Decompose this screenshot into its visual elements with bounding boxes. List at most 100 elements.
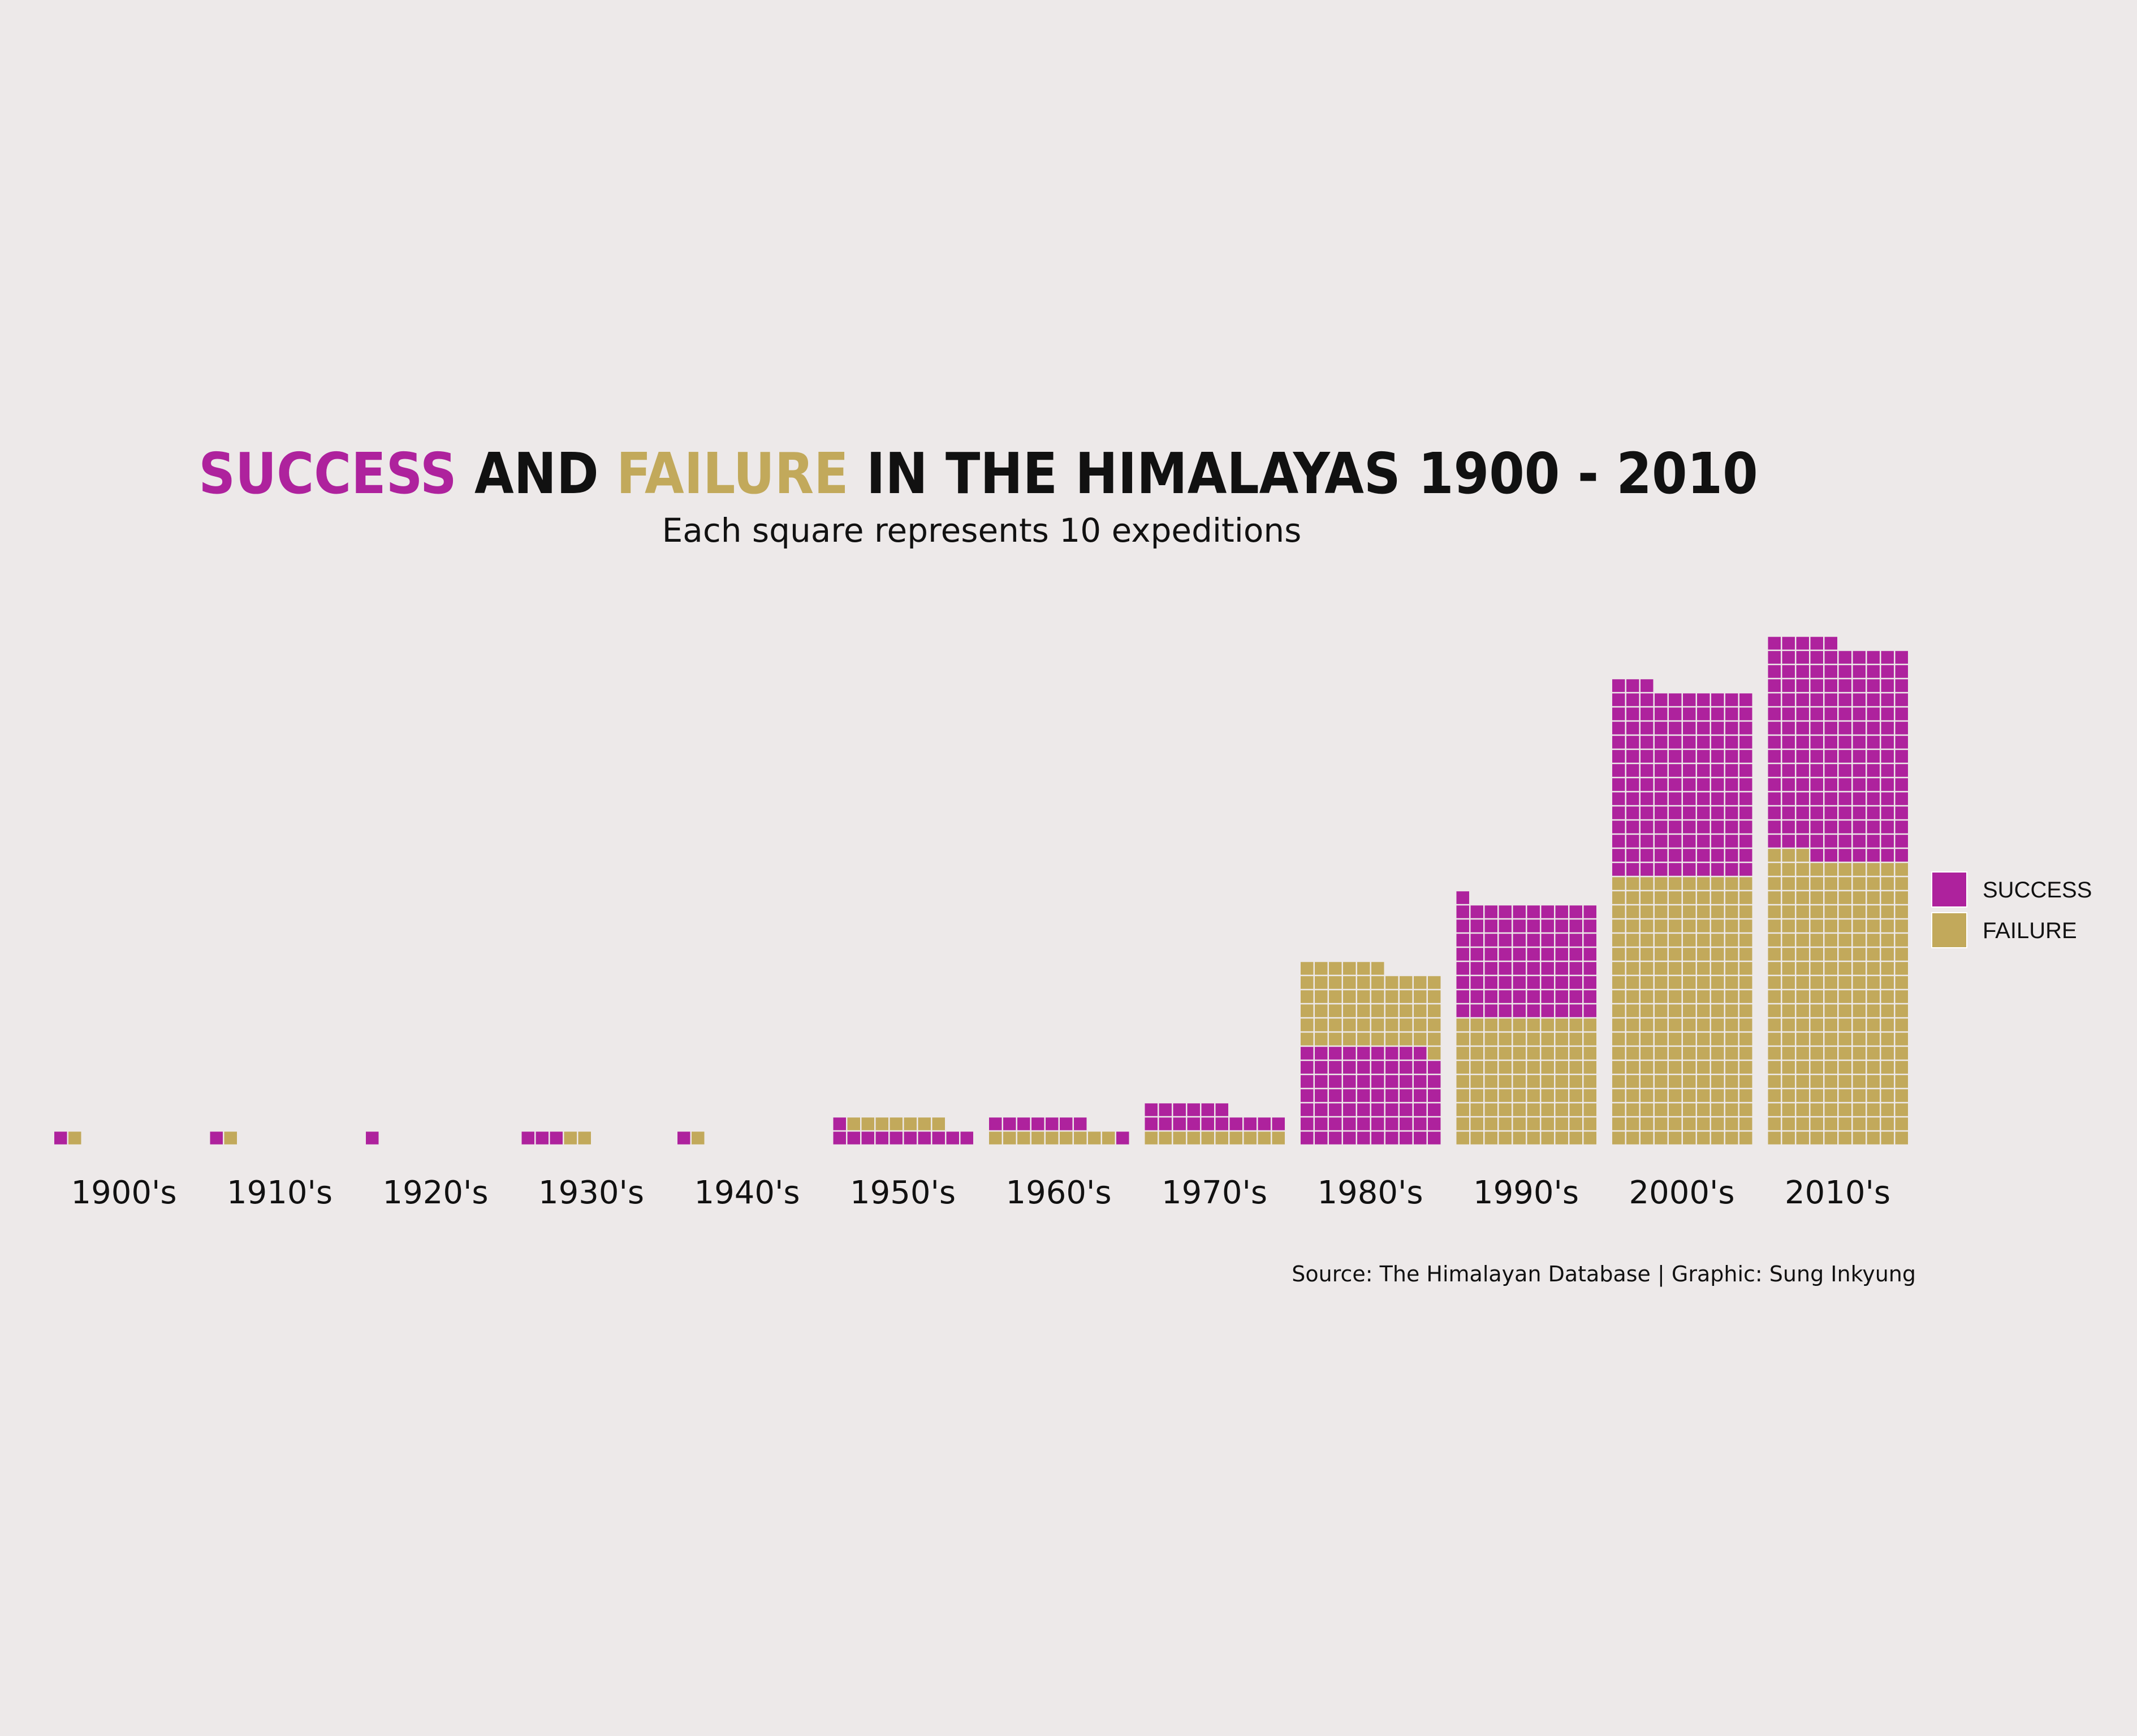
waffle-square-failure [1555, 1089, 1568, 1102]
waffle-square-success [1626, 835, 1639, 848]
x-tick-label: 1940's [694, 1174, 800, 1211]
waffle-square-success [550, 1132, 563, 1145]
waffle-square-failure [1725, 919, 1738, 932]
waffle-square-success [54, 1132, 67, 1145]
waffle-square-failure [1853, 1047, 1866, 1060]
waffle-square-success [1215, 1117, 1228, 1130]
waffle-square-failure [68, 1132, 81, 1145]
waffle-square-failure [1102, 1132, 1115, 1145]
waffle-square-success [1583, 962, 1596, 975]
waffle-square-failure [1697, 934, 1710, 947]
waffle-square-failure [1612, 1018, 1625, 1031]
waffle-square-success [1555, 990, 1568, 1003]
waffle-square-failure [1810, 919, 1823, 932]
waffle-square-failure [1583, 1033, 1596, 1046]
waffle-square-success [1683, 863, 1696, 876]
legend-label-success: SUCCESS [1983, 878, 2092, 902]
waffle-square-success [1895, 707, 1908, 720]
waffle-square-success [1484, 1004, 1497, 1017]
waffle-square-success [1484, 976, 1497, 989]
waffle-square-success [1343, 1132, 1356, 1145]
waffle-square-success [1782, 651, 1795, 664]
waffle-square-failure [1782, 849, 1795, 862]
waffle-square-success [1824, 849, 1837, 862]
waffle-square-failure [1782, 1018, 1795, 1031]
waffle-square-success [1669, 736, 1682, 749]
waffle-square-failure [1329, 962, 1342, 975]
waffle-square-failure [1782, 990, 1795, 1003]
waffle-square-failure [1655, 948, 1668, 961]
waffle-square-failure [1725, 1132, 1738, 1145]
waffle-square-failure [1739, 948, 1752, 961]
waffle-square-failure [1484, 1018, 1497, 1031]
waffle-square-failure [918, 1117, 931, 1130]
waffle-square-success [1414, 1089, 1427, 1102]
waffle-square-success [1824, 792, 1837, 805]
waffle-square-success [1626, 863, 1639, 876]
waffle-square-failure [1881, 905, 1894, 918]
waffle-square-failure [1895, 891, 1908, 904]
waffle-square-failure [1669, 1033, 1682, 1046]
waffle-square-failure [1711, 962, 1724, 975]
waffle-square-success [1484, 948, 1497, 961]
waffle-square-success [1329, 1117, 1342, 1130]
waffle-square-failure [1711, 919, 1724, 932]
waffle-square-success [1371, 1089, 1384, 1102]
waffle-square-failure [1895, 1004, 1908, 1017]
waffle-square-success [1612, 679, 1625, 692]
waffle-square-failure [1768, 1089, 1781, 1102]
waffle-square-success [1626, 693, 1639, 706]
waffle-square-success [1655, 736, 1668, 749]
waffle-square-failure [1725, 905, 1738, 918]
waffle-square-success [1838, 736, 1851, 749]
waffle-square-failure [1669, 934, 1682, 947]
waffle-square-success [1697, 764, 1710, 777]
waffle-square-success [1895, 764, 1908, 777]
waffle-square-success [1711, 792, 1724, 805]
waffle-square-failure [1725, 877, 1738, 890]
waffle-square-failure [1527, 1075, 1540, 1088]
waffle-square-success [1683, 806, 1696, 819]
waffle-square-failure [1824, 934, 1837, 947]
waffle-square-success [1725, 764, 1738, 777]
waffle-square-success [1484, 919, 1497, 932]
waffle-square-failure [1782, 934, 1795, 947]
waffle-square-failure [1612, 948, 1625, 961]
waffle-square-failure [1881, 863, 1894, 876]
waffle-square-failure [1329, 990, 1342, 1003]
waffle-square-success [1782, 637, 1795, 650]
waffle-square-success [1456, 962, 1469, 975]
waffle-square-failure [1853, 863, 1866, 876]
waffle-square-failure [1669, 962, 1682, 975]
waffle-square-failure [1881, 976, 1894, 989]
waffle-square-failure [1838, 948, 1851, 961]
waffle-square-failure [1655, 1089, 1668, 1102]
waffle-square-failure [1782, 891, 1795, 904]
waffle-square-success [1555, 905, 1568, 918]
waffle-square-failure [1612, 919, 1625, 932]
waffle-square-success [1315, 1047, 1328, 1060]
waffle-square-success [1824, 821, 1837, 834]
waffle-square-failure [1343, 962, 1356, 975]
waffle-square-success [1697, 806, 1710, 819]
waffle-square-failure [1626, 1033, 1639, 1046]
waffle-square-failure [1357, 1018, 1370, 1031]
waffle-square-success [1853, 792, 1866, 805]
waffle-square-success [1357, 1075, 1370, 1088]
waffle-square-failure [1853, 1089, 1866, 1102]
waffle-square-success [1867, 665, 1880, 678]
waffle-square-success [1626, 806, 1639, 819]
waffle-square-failure [1527, 1033, 1540, 1046]
waffle-square-success [1810, 835, 1823, 848]
waffle-square-failure [1244, 1132, 1257, 1145]
waffle-square-failure [1895, 1033, 1908, 1046]
waffle-square-failure [1683, 948, 1696, 961]
waffle-square-failure [1612, 1047, 1625, 1060]
waffle-square-failure [1583, 1047, 1596, 1060]
waffle-square-failure [1867, 919, 1880, 932]
waffle-square-success [1725, 693, 1738, 706]
waffle-square-success [210, 1132, 223, 1145]
waffle-square-failure [1739, 1075, 1752, 1088]
waffle-square-success [1725, 849, 1738, 862]
waffle-square-failure [1400, 1018, 1413, 1031]
